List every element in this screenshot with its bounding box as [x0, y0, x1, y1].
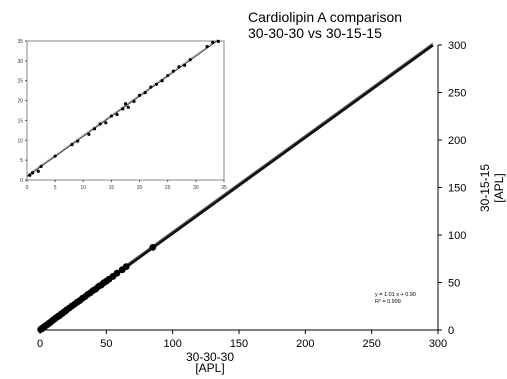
inset-data-point — [115, 112, 119, 117]
inset-y-tick-label: 5 — [20, 158, 23, 164]
inset-x-tick-label: 30 — [193, 185, 199, 191]
inset-data-points — [28, 39, 220, 177]
y-tick-label: 200 — [448, 135, 466, 147]
inset-data-point — [76, 139, 80, 143]
inset-data-point — [36, 169, 40, 173]
inset-y-tick-label: 25 — [17, 79, 23, 85]
inset-data-point — [177, 65, 181, 69]
inset-data-point — [171, 69, 175, 73]
inset-data-point — [31, 171, 35, 175]
y-tick-label: 50 — [448, 278, 460, 290]
y-axis-label: 30-15-15 [APL] — [478, 164, 506, 212]
main-axes — [39, 44, 442, 334]
inset-plot-area — [26, 40, 225, 181]
inset-x-tick-label: 25 — [165, 185, 171, 191]
x-tick-label: 250 — [362, 338, 380, 350]
y-tick-label: 100 — [448, 230, 466, 242]
fit-annotation-line: y = 1.01 x + 0.90 — [375, 292, 416, 298]
x-axis-label-line: [APL] — [195, 361, 224, 375]
x-axis-label: 30-30-30[APL] — [186, 350, 234, 375]
inset-y-tick-label: 0 — [20, 178, 23, 184]
inset-y-tick-label: 15 — [17, 118, 23, 124]
x-tick-label: 50 — [100, 338, 112, 350]
inset-data-point — [104, 121, 108, 125]
y-tick-label: 150 — [448, 183, 466, 195]
inset-x-tick-label: 10 — [81, 185, 87, 191]
y-axis-label-line: 30-15-15 — [478, 164, 492, 212]
inset-y-tick-label: 30 — [17, 59, 23, 65]
y-tick-label: 250 — [448, 88, 466, 100]
x-tick-label: 200 — [296, 338, 314, 350]
inset-data-point — [183, 63, 187, 67]
inset-frame — [25, 40, 225, 182]
inset-data-point — [126, 105, 130, 109]
inset-data-point — [166, 73, 170, 78]
data-point — [113, 269, 121, 277]
inset-data-point — [154, 82, 159, 86]
inset-data-point — [123, 102, 128, 106]
x-axis-label-line: 30-30-30 — [186, 350, 234, 364]
chart-title-line: 30-30-30 vs 30-15-15 — [248, 25, 382, 41]
inset-data-point — [121, 107, 125, 111]
inset-data-point — [137, 93, 142, 98]
inset-data-point — [160, 79, 164, 83]
inset-x-tick-label: 20 — [137, 185, 143, 191]
x-tick-label: 300 — [429, 338, 447, 350]
x-tick-label: 150 — [230, 338, 248, 350]
inset-data-point — [28, 173, 32, 177]
inset-y-tick-label: 10 — [17, 138, 23, 144]
data-point — [149, 243, 157, 251]
inset-chart: 0 5 10 15 20 25 30 35 0 5 10 15 20 25 30 35 — [17, 39, 227, 191]
inset-data-point — [98, 122, 102, 126]
y-axis-label-line: [APL] — [492, 173, 506, 202]
inset-x-tick-label: 0 — [26, 185, 29, 191]
main-data-points — [37, 243, 157, 333]
y-tick-label: 0 — [448, 325, 454, 337]
inset-data-point — [39, 164, 43, 169]
inset-fit-band — [26, 39, 218, 176]
inset-data-point — [92, 127, 97, 131]
inset-data-point — [87, 132, 91, 136]
inset-data-point — [70, 143, 74, 147]
inset-data-point — [205, 44, 209, 49]
x-tick-label: 100 — [163, 338, 181, 350]
inset-data-point — [109, 114, 114, 118]
inset-x-tick-label: 15 — [109, 185, 115, 191]
inset-data-point — [143, 91, 147, 95]
inset-data-point — [211, 40, 215, 44]
data-point — [122, 263, 130, 271]
chart-title-line: Cardiolipin A comparison — [248, 9, 402, 25]
inset-data-point — [53, 154, 57, 158]
x-tick-label: 0 — [37, 338, 43, 350]
fit-annotation-line: R² = 0.999 — [375, 299, 401, 305]
inset-y-tick-label: 20 — [17, 99, 23, 105]
inset-data-point — [216, 39, 220, 43]
inset-tick-labels: 0 5 10 15 20 25 30 35 0 5 10 15 20 25 30 35 — [17, 39, 227, 191]
inset-y-tick-label: 35 — [17, 39, 23, 45]
y-tick-label: 300 — [448, 40, 466, 52]
inset-data-point — [132, 99, 136, 103]
inset-data-point — [188, 58, 192, 62]
inset-x-tick-label: 35 — [221, 185, 227, 191]
inset-data-point — [149, 85, 153, 89]
inset-x-tick-label: 5 — [54, 185, 57, 191]
